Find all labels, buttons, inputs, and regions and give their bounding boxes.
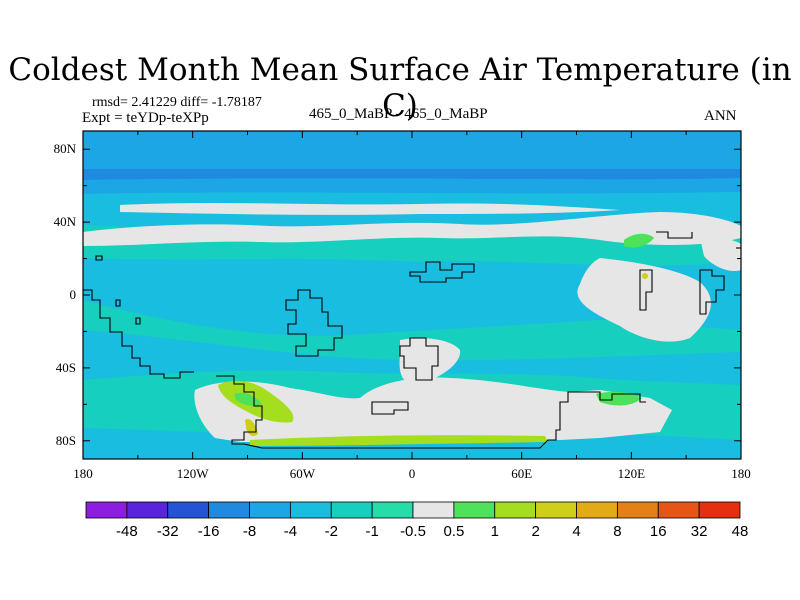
colorbar-swatch	[330, 501, 373, 519]
y-tick-label: 80N	[54, 141, 77, 156]
colorbar-swatch	[657, 501, 700, 519]
colorbar-label: 16	[650, 523, 667, 540]
field-near-zero	[83, 212, 741, 246]
stats-line: rmsd= 2.41229 diff= -1.78187	[92, 95, 262, 110]
field-near-zero	[399, 338, 461, 385]
colorbar-swatch	[535, 501, 577, 519]
colorbar-label: -0.5	[400, 523, 426, 540]
x-tick-label: 60E	[511, 466, 532, 481]
map-field	[83, 131, 741, 459]
field-band	[83, 178, 741, 194]
colorbar-swatch	[494, 501, 537, 519]
axis-labels: 180 120W 60W 0 60E 120E 180 80N 40N 0 40S 80S	[54, 141, 751, 481]
field-near-zero	[120, 202, 620, 215]
x-tick-label: 120E	[618, 466, 646, 481]
y-tick-label: 40N	[54, 214, 77, 229]
field-band	[83, 300, 741, 361]
colorbar-label: -1	[365, 523, 378, 540]
colorbar-label: -48	[116, 523, 138, 540]
x-tick-label: 180	[731, 466, 751, 481]
colorbar-swatch	[208, 501, 250, 519]
x-tick-label: 120W	[177, 466, 210, 481]
field-near-zero	[700, 237, 741, 272]
experiment-line: Expt = teYDp-teXPp	[82, 110, 209, 126]
field-positive	[234, 392, 262, 407]
field-positive	[624, 233, 654, 248]
colorbar: -48 -32 -16 -8 -4 -2 -1 -0.5 0.5 1 2 4 8 16 32 48	[85, 501, 749, 540]
field-positive	[642, 273, 648, 279]
colorbar-label: 0.5	[443, 523, 464, 540]
colorbar-swatch	[249, 501, 291, 519]
colorbar-label: 32	[691, 523, 708, 540]
colorbar-swatch	[126, 501, 169, 519]
axis-tick-group	[82, 131, 742, 459]
colorbar-label: 8	[613, 523, 621, 540]
colorbar-label: 4	[572, 523, 580, 540]
colorbar-swatch	[371, 501, 414, 519]
x-tick-label: 60W	[290, 466, 316, 481]
colorbar-label: 2	[531, 523, 539, 540]
season-label: ANN	[704, 108, 737, 124]
center-label: 465_0_MaBP - 465_0_MaBP	[309, 106, 488, 122]
colorbar-label: -32	[157, 523, 179, 540]
x-tick-label: 180	[73, 466, 93, 481]
colorbar-label: 48	[732, 523, 749, 540]
colorbar-swatch	[412, 501, 455, 519]
y-tick-label: 40S	[56, 360, 76, 375]
chart-title: Coldest Month Mean Surface Air Temperatu…	[8, 52, 792, 124]
colorbar-swatch	[167, 501, 210, 519]
field-positive	[250, 435, 548, 446]
colorbar-label: 1	[491, 523, 499, 540]
y-tick-label: 80S	[56, 433, 76, 448]
colorbar-swatch	[289, 501, 332, 519]
colorbar-swatch	[698, 501, 741, 519]
colorbar-swatch	[85, 501, 128, 519]
field-band	[83, 169, 741, 180]
field-near-zero	[194, 377, 672, 442]
x-tick-label: 0	[409, 466, 416, 481]
colorbar-label: -8	[243, 523, 256, 540]
y-tick-label: 0	[70, 287, 77, 302]
land-outlines	[83, 231, 741, 449]
colorbar-swatch	[616, 501, 659, 519]
colorbar-swatch	[453, 501, 496, 519]
colorbar-label: -4	[284, 523, 297, 540]
field-positive	[596, 391, 642, 406]
colorbar-label: -2	[325, 523, 338, 540]
field-near-zero	[577, 258, 711, 342]
field-band	[83, 192, 741, 204]
colorbar-label: -16	[198, 523, 220, 540]
colorbar-swatch	[576, 501, 618, 519]
